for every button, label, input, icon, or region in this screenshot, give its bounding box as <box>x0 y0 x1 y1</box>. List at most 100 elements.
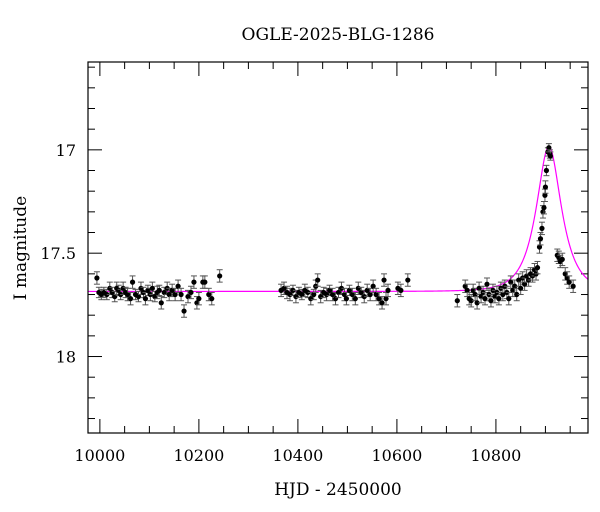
x-tick-label: 10800 <box>470 446 521 465</box>
x-tick-label: 10400 <box>272 446 323 465</box>
data-marker <box>206 291 212 298</box>
data-point <box>346 284 353 297</box>
data-marker <box>522 281 528 287</box>
data-marker <box>178 291 184 298</box>
data-marker <box>492 293 498 300</box>
data-point <box>570 279 577 293</box>
data-point <box>505 291 512 306</box>
data-marker <box>478 293 484 300</box>
data-point <box>298 288 305 301</box>
data-marker <box>537 236 544 242</box>
data-marker <box>367 291 373 298</box>
y-tick-label: 17.5 <box>40 244 76 263</box>
plot-frame <box>87 61 589 434</box>
plot-area <box>88 143 589 318</box>
data-marker <box>341 291 348 298</box>
data-marker <box>379 300 385 306</box>
data-point <box>397 283 404 298</box>
data-point <box>383 291 390 306</box>
data-point <box>127 291 134 306</box>
data-point <box>499 287 506 302</box>
data-point <box>175 279 182 293</box>
data-marker <box>500 291 506 298</box>
x-axis-label: HJD - 2450000 <box>274 480 402 500</box>
data-marker <box>508 279 514 285</box>
data-point <box>161 286 168 299</box>
data-point <box>511 279 518 293</box>
data-point <box>281 281 288 296</box>
data-point <box>142 291 149 306</box>
data-marker <box>217 273 223 279</box>
data-marker <box>175 283 181 289</box>
axis-ticks <box>88 62 588 433</box>
data-point <box>404 273 411 287</box>
data-marker <box>376 296 382 302</box>
data-points <box>93 143 577 318</box>
data-point <box>373 287 380 302</box>
data-point <box>474 296 481 310</box>
data-marker <box>539 225 545 231</box>
data-marker <box>454 298 460 304</box>
data-marker <box>468 298 474 304</box>
data-point <box>158 296 165 310</box>
data-point <box>379 296 386 310</box>
data-point <box>208 291 215 306</box>
data-marker <box>516 277 522 283</box>
data-point <box>216 269 223 283</box>
data-point <box>476 281 483 296</box>
data-point <box>566 275 573 289</box>
data-marker <box>514 291 520 298</box>
data-marker <box>156 287 162 293</box>
data-marker <box>127 296 134 302</box>
data-marker <box>185 293 191 300</box>
x-tick-label: 10600 <box>371 446 422 465</box>
data-marker <box>135 293 142 300</box>
data-point <box>534 260 541 275</box>
data-point <box>538 221 545 236</box>
data-marker <box>125 291 131 298</box>
data-point <box>129 275 136 289</box>
x-tick-label: 10200 <box>173 446 224 465</box>
data-marker <box>462 283 468 289</box>
data-marker <box>543 167 550 174</box>
data-point <box>187 285 194 300</box>
data-marker <box>161 289 167 296</box>
data-marker <box>510 287 516 293</box>
data-marker <box>536 244 543 250</box>
data-marker <box>570 283 576 289</box>
data-point <box>326 284 333 297</box>
data-marker <box>547 153 553 159</box>
data-marker <box>472 291 478 298</box>
data-point <box>178 287 185 302</box>
data-point <box>181 304 188 318</box>
data-marker <box>546 145 552 151</box>
data-marker <box>405 277 411 283</box>
data-point <box>135 290 142 303</box>
data-point <box>358 286 365 299</box>
data-point <box>329 287 336 302</box>
data-marker <box>482 296 488 302</box>
data-point <box>385 283 391 298</box>
data-marker <box>343 296 350 302</box>
data-marker <box>474 300 480 306</box>
data-point <box>343 291 350 306</box>
data-point <box>523 269 530 283</box>
data-marker <box>149 285 155 291</box>
data-marker <box>202 279 208 285</box>
y-tick-label: 17 <box>56 141 76 160</box>
data-marker <box>352 296 358 302</box>
y-tick-label: 18 <box>56 348 76 367</box>
data-marker <box>496 296 502 302</box>
data-marker <box>281 285 287 291</box>
y-axis-label: I magnitude <box>11 196 31 300</box>
axis-tick-labels: 10000 10200 10400 10600 10800 17 17.5 18 <box>40 141 521 465</box>
data-point <box>381 273 388 287</box>
data-point <box>482 291 489 306</box>
data-marker <box>299 291 305 298</box>
data-point <box>156 284 163 297</box>
data-marker <box>188 289 194 296</box>
data-point <box>205 287 212 302</box>
data-marker <box>311 291 317 298</box>
data-marker <box>383 296 389 302</box>
